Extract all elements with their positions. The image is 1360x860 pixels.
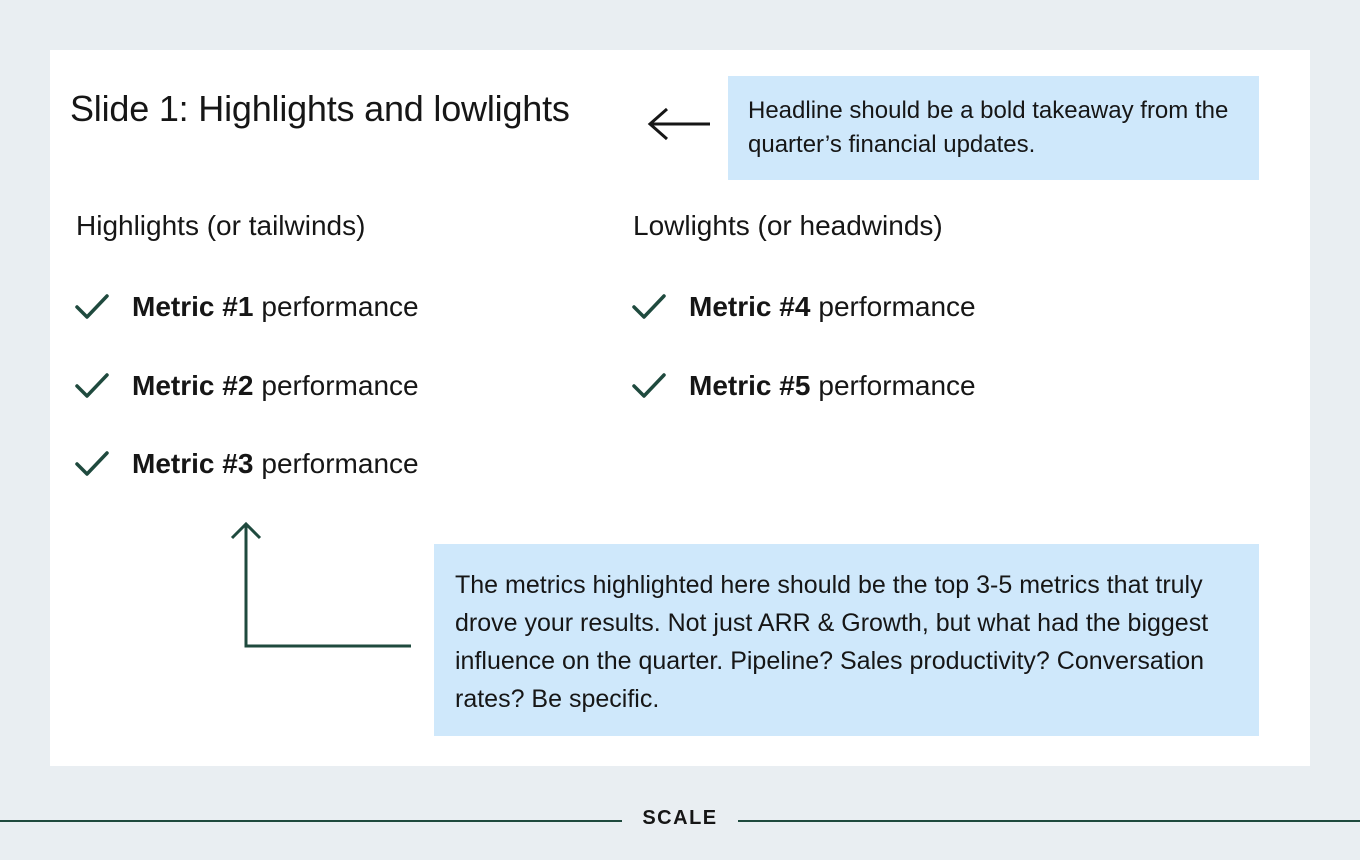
- metric-name: Metric #3: [132, 448, 254, 479]
- footer-divider-left: [0, 820, 622, 822]
- metrics-callout: The metrics highlighted here should be t…: [434, 544, 1259, 736]
- metric-suffix: performance: [818, 370, 976, 401]
- slide-title: Slide 1: Highlights and lowlights: [70, 88, 570, 129]
- highlight-item-2: Metric #2 performance: [74, 366, 419, 406]
- check-icon: [632, 294, 666, 319]
- metric-name: Metric #4: [689, 291, 811, 322]
- slide-card: Slide 1: Highlights and lowlights Headli…: [50, 50, 1310, 766]
- lowlights-heading: Lowlights (or headwinds): [633, 210, 943, 241]
- metric-suffix: performance: [261, 370, 419, 401]
- check-icon: [632, 373, 666, 398]
- metric-name: Metric #2: [132, 370, 254, 401]
- metric-suffix: performance: [818, 291, 976, 322]
- brand-logo: SCALE: [642, 807, 718, 829]
- metrics-callout-text: The metrics highlighted here should be t…: [455, 571, 1209, 713]
- lowlight-item-2: Metric #5 performance: [631, 366, 976, 406]
- highlight-item-3: Metric #3 performance: [74, 444, 419, 484]
- metric-name: Metric #5: [689, 370, 811, 401]
- highlight-item-1: Metric #1 performance: [74, 287, 419, 327]
- check-icon: [75, 373, 109, 398]
- metric-suffix: performance: [261, 448, 419, 479]
- lowlight-item-1: Metric #4 performance: [631, 287, 976, 327]
- footer-divider-right: [738, 820, 1360, 822]
- headline-callout-text: Headline should be a bold takeaway from …: [748, 97, 1229, 158]
- check-icon: [75, 294, 109, 319]
- metric-suffix: performance: [261, 291, 419, 322]
- headline-callout: Headline should be a bold takeaway from …: [728, 76, 1259, 180]
- check-icon: [75, 451, 109, 476]
- highlights-heading: Highlights (or tailwinds): [76, 210, 366, 241]
- metric-name: Metric #1: [132, 291, 254, 322]
